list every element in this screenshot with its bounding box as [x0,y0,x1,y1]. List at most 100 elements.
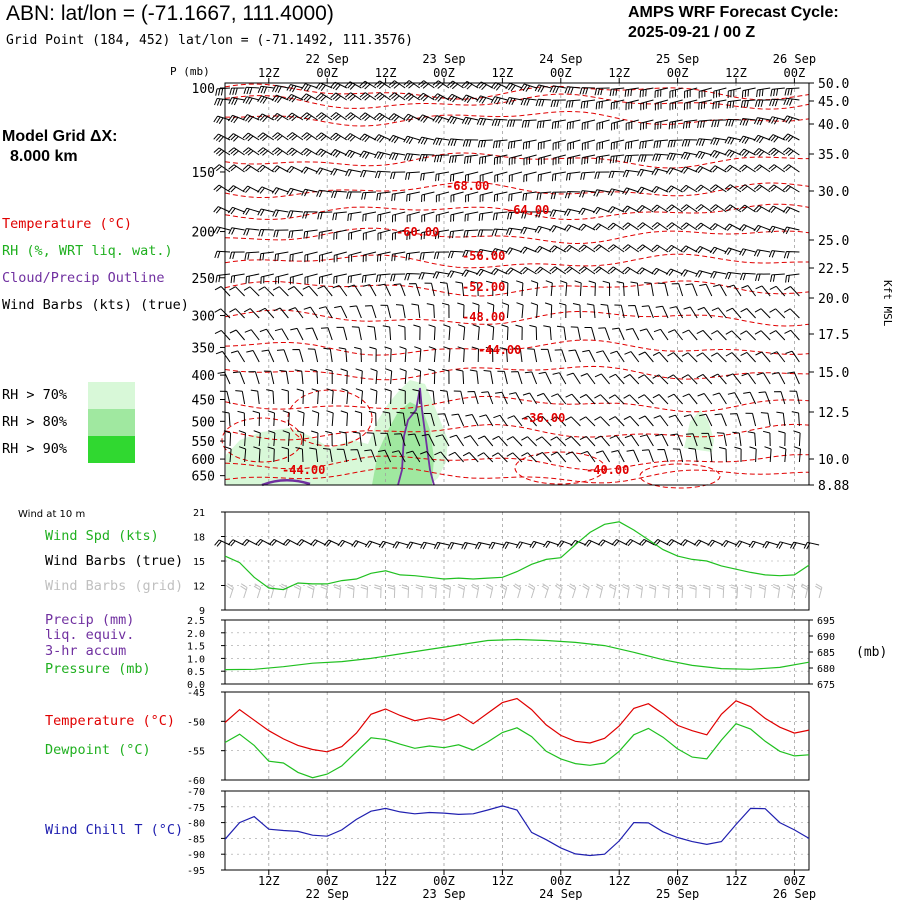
wind-barb-104 [566,119,581,130]
sfc-barb-grid-21 [513,583,522,599]
wind-barb-312 [680,204,698,213]
wind-barb-20 [505,82,523,92]
wind-barb-538 [486,324,495,341]
wind-barb-797 [764,446,772,463]
wind-barb-154 [710,137,727,146]
p-tick-label-10: 600 [192,453,215,468]
sfc-barb-grid-38 [744,584,752,599]
wind-barb-609 [355,368,363,385]
wind-barb-671 [667,393,683,405]
wind-barb-764 [281,446,289,462]
wind-barb-592 [681,352,698,363]
wind-barb-197 [753,148,771,157]
temp-contour-1 [224,93,810,110]
wind-barb-542 [543,325,552,341]
wind-barb-698 [479,414,494,427]
wind-barb-403 [260,273,274,285]
wind-barb-406 [304,273,318,285]
wind-barb-761 [238,446,247,463]
wind-barb-502 [544,302,553,319]
precip-ytick-label-0: 2.5 [187,616,205,627]
wind-barb-324 [273,229,289,238]
top-hour-label-3: 00Z [433,66,455,80]
wind-barb-303 [549,209,566,217]
model-grid-line-1: Model Grid ΔX: [2,128,118,145]
wind-barb-574 [428,346,436,363]
wind-barb-40 [214,98,231,106]
wind-barb-450 [362,284,377,297]
wind-barb-142 [537,139,552,150]
press-ytick-label-3: 680 [817,664,835,675]
rh70-label: RH > 70% [2,387,68,403]
wind-barb-77 [754,99,771,107]
wind-barb-499 [501,302,509,319]
wind-barb-628 [623,374,640,385]
wind-barb-672 [682,393,698,405]
wind-barb-295 [435,211,450,223]
wind-barb-700 [507,415,523,427]
wind-barb-250 [361,191,377,200]
wind-barb-52 [388,92,406,101]
temperature-line [224,697,810,753]
contour-label-7: -36.00 [522,411,565,425]
temp-contour-11 [224,365,810,381]
wind-barb-743 [550,436,567,447]
precip-ytick-label-2: 1.5 [187,642,205,653]
wind-barb-305 [578,207,596,216]
top-date-label-1: 23 Sep [422,52,465,66]
wind-barb-411 [375,273,391,283]
wind-barb-539 [501,324,509,341]
wind-barb-470 [657,282,669,297]
wind-barb-318 [768,205,786,214]
wind-barb-597 [755,351,771,363]
wind-barb-223 [551,171,566,182]
wind-barb-617 [469,369,479,385]
wind-barb-697 [465,414,479,427]
wind-barb-528 [336,326,348,341]
wind-barb-148 [625,139,639,150]
wind-barb-53 [403,92,421,102]
wind-barb-386 [593,244,610,253]
wind-barb-48 [330,92,348,102]
wind-barb-245 [286,187,304,196]
wind-barb-117 [753,117,771,126]
wind-barb-371 [377,251,391,262]
wind-barb-577 [471,346,479,363]
wind-barb-153 [695,138,712,147]
wind-barb-140 [507,139,523,149]
wind-barb-769 [350,449,362,463]
wind-barb-397 [753,249,771,257]
wind-ytick-label-0: 21 [193,508,205,519]
sfc-barb-grid-26 [582,583,590,599]
wind-barb-301 [521,211,537,219]
wind-barb-165 [286,147,304,157]
wind-barb-144 [567,139,581,151]
wind-barb-533 [413,324,421,341]
wind-barb-623 [552,372,567,385]
sfc-barb-true-24 [543,540,559,548]
wind-barb-101 [521,119,537,128]
wind-barb-141 [522,139,537,150]
wind-barb-358 [768,225,785,234]
wind-barb-353 [695,222,713,231]
wind-barb-655 [440,389,450,405]
wind-barb-367 [319,251,333,263]
wind-barb-432 [680,269,698,277]
wind-barb-355 [724,223,742,231]
wind-barb-346 [593,223,610,231]
wind-barb-58 [476,95,493,104]
wind-barb-362 [244,251,260,260]
sfc-barb-true-10 [351,540,368,548]
wind-barb-537 [472,324,480,341]
wind-barb-296 [450,211,464,222]
wind-barbs-grid-label: Wind Barbs (grid) [45,578,184,594]
wind-barb-149 [639,139,654,149]
wind-barb-472 [685,283,698,297]
bottom-hour-label-8: 12Z [725,874,747,888]
sfc-barb-true-21 [502,541,518,550]
p-tick-label-2: 200 [192,226,215,241]
wind-barb-382 [534,245,552,254]
wind-barb-441 [229,286,245,297]
wind-barb-488 [334,305,348,319]
wind-barb-437 [755,273,771,282]
